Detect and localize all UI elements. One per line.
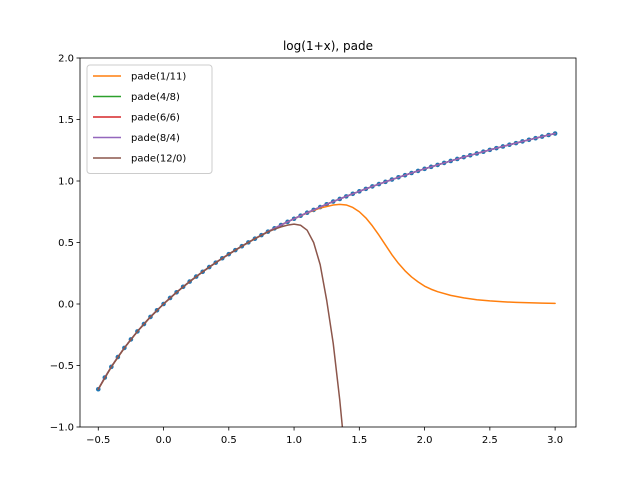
x-tick-label: 2.5 [482,435,498,446]
legend-label: pade(4/8) [131,92,180,103]
x-tick-label: 1.5 [351,435,367,446]
x-tick-label: 3.0 [547,435,563,446]
legend-label: pade(12/0) [131,154,186,165]
y-axis: −1.0 −0.5 0.0 0.5 1.0 1.5 2.0 [50,54,80,434]
x-tick-label: −0.5 [86,435,110,446]
plot-area [95,131,558,427]
x-tick-label: 2.0 [417,435,433,446]
x-tick-label: 0.5 [221,435,237,446]
y-tick-label: 1.5 [58,115,74,126]
x-axis: −0.5 0.0 0.5 1.0 1.5 2.0 2.5 3.0 [86,427,563,446]
chart-title: log(1+x), pade [283,39,373,53]
y-tick-label: 0.5 [58,238,74,249]
legend-box [86,64,213,174]
y-tick-label: 1.0 [58,177,74,188]
x-tick-label: 0.0 [156,435,172,446]
legend: pade(1/11) pade(4/8) pade(6/6) pade(8/4) pad… [86,64,213,174]
x-tick-label: 1.0 [286,435,302,446]
legend-label: pade(1/11) [131,72,186,83]
y-tick-label: −1.0 [50,423,74,434]
series-line-4 [97,223,344,427]
legend-label: pade(6/6) [131,113,180,124]
legend-label: pade(8/4) [131,133,180,144]
y-tick-label: 0.0 [58,300,74,311]
y-tick-label: −0.5 [50,361,74,372]
y-tick-label: 2.0 [58,54,74,65]
